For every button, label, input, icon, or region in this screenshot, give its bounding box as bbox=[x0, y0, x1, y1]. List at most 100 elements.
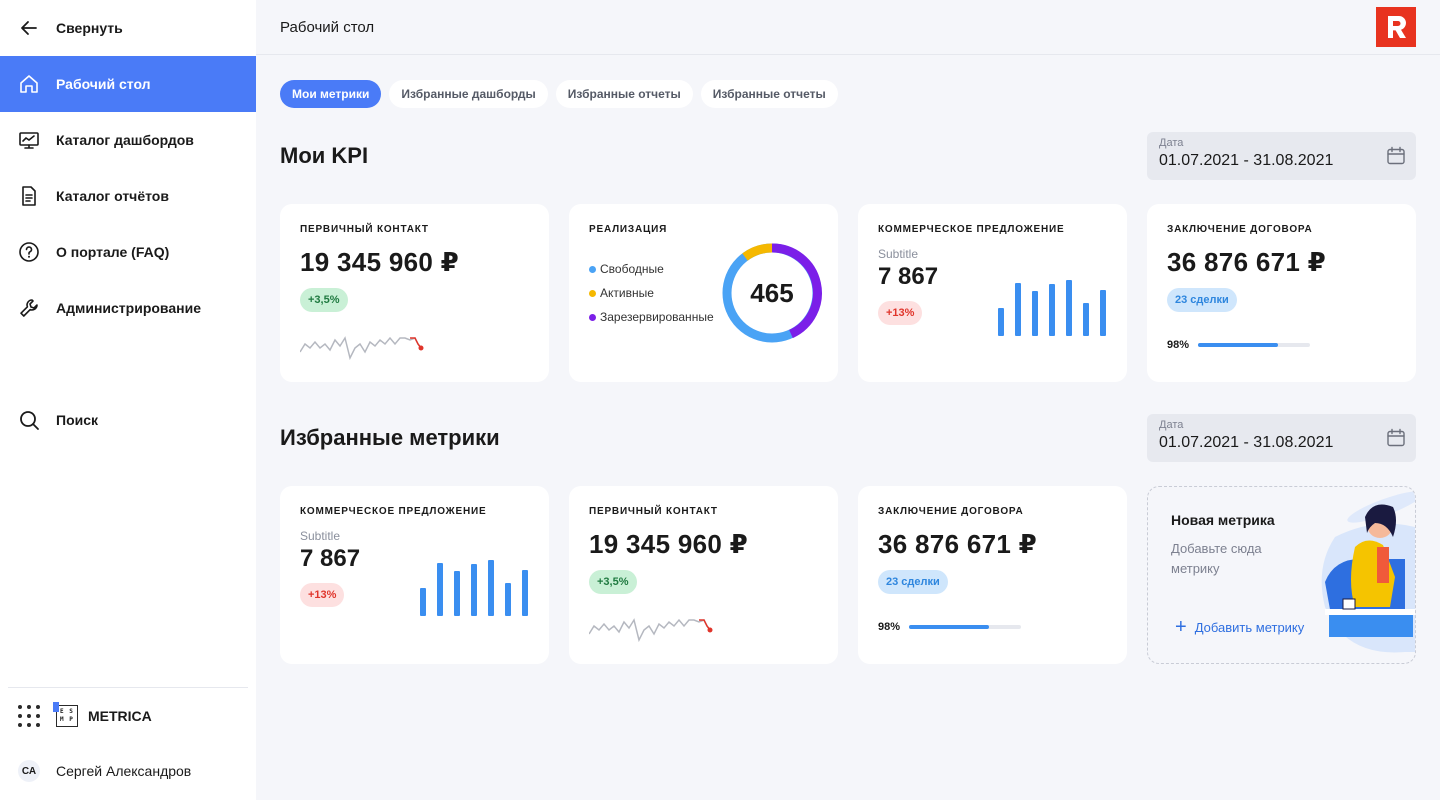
bar bbox=[505, 583, 511, 616]
card-value: 36 876 671 ₽ bbox=[1167, 247, 1327, 277]
kpi-card-contract[interactable]: Заключение договора 36 876 671 ₽ 23 сдел… bbox=[1147, 204, 1416, 382]
date-field-favorites[interactable]: Дата 01.07.2021 - 31.08.2021 bbox=[1147, 414, 1416, 462]
sidebar-item-reports[interactable]: Каталог отчётов bbox=[0, 168, 256, 224]
change-badge: +13% bbox=[878, 301, 923, 325]
deals-badge: 23 сделки bbox=[878, 570, 948, 594]
legend-item: Активные bbox=[589, 286, 714, 300]
card-value: 36 876 671 ₽ bbox=[878, 529, 1038, 559]
add-metric-button[interactable]: + Добавить метрику bbox=[1175, 617, 1304, 637]
bar bbox=[437, 563, 443, 616]
fav-card-contract[interactable]: Заключение договора 36 876 671 ₽ 23 сдел… bbox=[858, 486, 1127, 664]
card-title: Первичный контакт bbox=[300, 224, 429, 235]
bar bbox=[1100, 290, 1106, 336]
donut-total: 465 bbox=[750, 277, 794, 308]
page-title: Рабочий стол bbox=[280, 19, 375, 36]
fav-card-contact[interactable]: Первичный контакт 19 345 960 ₽ +3,5% bbox=[569, 486, 838, 664]
bar bbox=[998, 308, 1004, 336]
collapse-button[interactable]: Свернуть bbox=[0, 0, 256, 56]
sidebar-item-search[interactable]: Поиск bbox=[0, 392, 256, 448]
progress-track bbox=[909, 625, 1022, 629]
sparkline-chart bbox=[589, 618, 713, 643]
change-badge: +3,5% bbox=[589, 570, 637, 594]
card-value: 7 867 bbox=[300, 545, 361, 572]
help-icon bbox=[18, 241, 40, 263]
brand-name: METRICA bbox=[88, 708, 152, 724]
brand-row[interactable]: E S M P METRICA bbox=[18, 702, 152, 729]
add-metric-label: Добавить метрику bbox=[1194, 619, 1305, 635]
calendar-icon[interactable] bbox=[1386, 146, 1406, 166]
date-value: 01.07.2021 - 31.08.2021 bbox=[1159, 434, 1334, 451]
apps-grid-icon[interactable] bbox=[18, 705, 40, 727]
bar bbox=[471, 564, 477, 616]
dashboard-icon bbox=[18, 129, 40, 151]
deals-badge: 23 сделки bbox=[1167, 288, 1237, 312]
bar-chart bbox=[407, 556, 529, 616]
avatar: СА bbox=[18, 760, 40, 782]
user-profile[interactable]: СА Сергей Александров bbox=[18, 758, 191, 784]
bar bbox=[1083, 303, 1089, 336]
kpi-card-realization[interactable]: Реализация Свободные Активные Зарезервир… bbox=[569, 204, 838, 382]
sidebar-item-label: Рабочий стол bbox=[56, 76, 151, 92]
progress-label: 98% bbox=[878, 621, 901, 633]
wrench-icon bbox=[18, 297, 40, 319]
fav-card-offer[interactable]: Коммерческое предложение Subtitle 7 867 … bbox=[280, 486, 549, 664]
card-title: Коммерческое предложение bbox=[878, 224, 1065, 235]
donut-legend: Свободные Активные Зарезервированные bbox=[589, 262, 714, 334]
esmp-logo-icon: E S M P bbox=[53, 702, 78, 727]
card-value: 19 345 960 ₽ bbox=[589, 529, 749, 559]
sidebar-divider bbox=[8, 687, 248, 688]
tab-favorite-reports[interactable]: Избранные отчеты bbox=[555, 80, 693, 108]
kpi-card-offer[interactable]: Коммерческое предложение Subtitle 7 867 … bbox=[858, 204, 1127, 382]
plus-icon: + bbox=[1175, 616, 1187, 638]
card-title: Заключение договора bbox=[1167, 224, 1313, 235]
section-title-kpi: Мои KPI bbox=[280, 143, 369, 168]
bar bbox=[488, 560, 494, 616]
card-subtitle: Subtitle bbox=[878, 247, 919, 261]
section-title-favorites: Избранные метрики bbox=[280, 425, 500, 450]
sidebar-item-desktop[interactable]: Рабочий стол bbox=[0, 56, 256, 112]
date-field-kpi[interactable]: Дата 01.07.2021 - 31.08.2021 bbox=[1147, 132, 1416, 180]
tab-favorite-reports-2[interactable]: Избранные отчеты bbox=[700, 80, 838, 108]
kpi-card-contact[interactable]: Первичный контакт 19 345 960 ₽ +3,5% bbox=[280, 204, 549, 382]
sparkline-chart bbox=[300, 336, 424, 361]
sidebar-item-label: О портале (FAQ) bbox=[56, 244, 170, 260]
bar bbox=[1015, 283, 1021, 336]
bar bbox=[1032, 291, 1038, 336]
card-value: 19 345 960 ₽ bbox=[300, 247, 460, 277]
card-title: Реализация bbox=[589, 224, 668, 235]
tab-favorite-dashboards[interactable]: Избранные дашборды bbox=[389, 80, 548, 108]
user-name: Сергей Александров bbox=[56, 763, 192, 779]
bar bbox=[522, 570, 528, 616]
date-label: Дата bbox=[1159, 137, 1184, 149]
search-icon bbox=[18, 409, 40, 431]
change-badge: +13% bbox=[300, 583, 345, 607]
legend-dot bbox=[589, 313, 596, 321]
date-label: Дата bbox=[1159, 419, 1184, 431]
new-metric-card: Новая метрика Добавьте сюда метрику + До… bbox=[1147, 486, 1416, 664]
legend-dot bbox=[589, 289, 596, 297]
calendar-icon[interactable] bbox=[1386, 428, 1406, 448]
sidebar-item-label: Администрирование bbox=[56, 300, 201, 316]
legend-item: Свободные bbox=[589, 262, 714, 276]
card-title: Заключение договора bbox=[878, 506, 1024, 517]
collapse-label: Свернуть bbox=[56, 20, 123, 36]
home-icon bbox=[18, 73, 40, 95]
tab-my-metrics[interactable]: Мои метрики bbox=[280, 80, 382, 108]
date-value: 01.07.2021 - 31.08.2021 bbox=[1159, 152, 1334, 169]
progress: 98% bbox=[878, 621, 1022, 633]
app-logo-icon[interactable] bbox=[1376, 7, 1416, 47]
bar bbox=[1049, 284, 1055, 336]
sidebar-item-admin[interactable]: Администрирование bbox=[0, 280, 256, 336]
bar bbox=[1066, 280, 1072, 336]
bar bbox=[454, 571, 460, 616]
new-metric-description: Добавьте сюда метрику bbox=[1171, 541, 1262, 576]
donut-chart bbox=[722, 243, 822, 343]
legend-item: Зарезервированные bbox=[589, 310, 714, 324]
sidebar-item-dashboards[interactable]: Каталог дашбордов bbox=[0, 112, 256, 168]
sidebar-item-faq[interactable]: О портале (FAQ) bbox=[0, 224, 256, 280]
card-title: Коммерческое предложение bbox=[300, 506, 487, 517]
legend-dot bbox=[589, 265, 596, 273]
tabs: Мои метрики Избранные дашборды Избранные… bbox=[280, 80, 838, 108]
sidebar-item-label: Каталог отчётов bbox=[56, 188, 169, 204]
card-value: 7 867 bbox=[878, 263, 939, 290]
